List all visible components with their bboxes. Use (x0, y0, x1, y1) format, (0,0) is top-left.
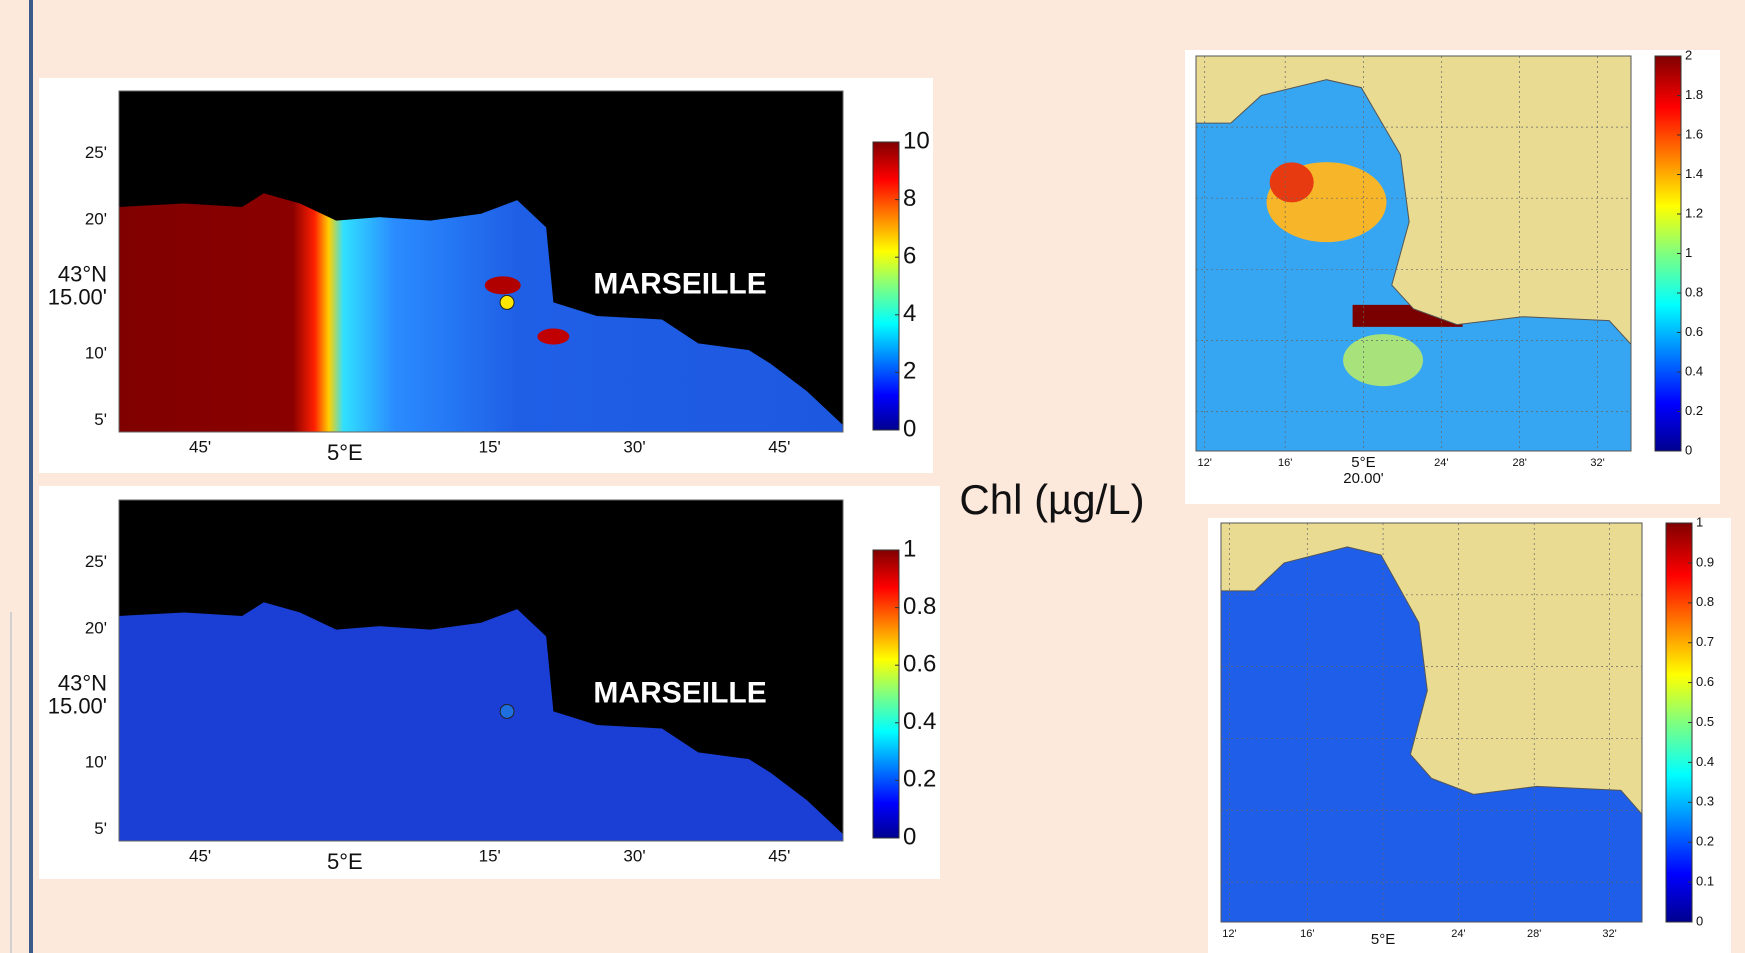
colorbar-tick-label: 0.6 (903, 651, 936, 678)
x-tick-label: 28' (1512, 457, 1526, 469)
colorbar-tick-label: 0.2 (1696, 834, 1714, 849)
colorbar-tick-label: 0.6 (1696, 674, 1714, 689)
station (499, 294, 515, 310)
colorbar-tick-label: 6 (903, 243, 916, 270)
y-tick-label: 25' (85, 143, 107, 162)
colorbar (1665, 522, 1693, 923)
x-tick-label: 12' (1222, 928, 1236, 940)
land (1195, 55, 1632, 346)
x-tick-label: 24' (1434, 457, 1448, 469)
x-tick-label: 32' (1602, 928, 1616, 940)
colorbar-tick-label: 0.4 (1685, 363, 1703, 378)
colorbar-tick-label: 0 (1685, 442, 1692, 457)
colorbar-tick-label: 0.3 (1696, 794, 1714, 809)
chl-patch (1343, 334, 1424, 387)
colorbar-tick-label: 8 (903, 185, 916, 212)
y-tick-label: 20' (85, 210, 107, 229)
colorbar-tick-label: 1 (1685, 245, 1692, 260)
colorbar-tick-label: 0 (903, 415, 916, 442)
colorbar-tick-label: 2 (1685, 47, 1692, 62)
y-tick-label: 43°N (58, 670, 107, 695)
chl-patch (484, 276, 521, 295)
x-tick-label: 15' (479, 437, 501, 456)
colorbar-tick-label: 0.2 (903, 766, 936, 793)
x-tick-label: 16' (1300, 928, 1314, 940)
colorbar-tick-label: 0.6 (1685, 324, 1703, 339)
colorbar-tick-label: 0.9 (1696, 554, 1714, 569)
y-tick-label: 5' (94, 819, 107, 838)
x-tick-label: 5°E (327, 849, 363, 874)
colorbar-tick-label: 1 (903, 535, 916, 562)
colorbar-tick-label: 1.4 (1685, 166, 1703, 181)
colorbar-tick-label: 0.4 (1696, 754, 1714, 769)
colorbar-tick-label: 1.6 (1685, 126, 1703, 141)
colorbar-tick-label: 1.8 (1685, 87, 1703, 102)
x-tick-label: 45' (189, 437, 211, 456)
x-tick-label: 5°E (1371, 931, 1395, 948)
x-tick-label: 12' (1198, 457, 1212, 469)
y-tick-label: 5' (94, 410, 107, 429)
colorbar-tick-label: 0.8 (1685, 284, 1703, 299)
y-tick-label: 10' (85, 343, 107, 362)
x-tick-label: 28' (1527, 928, 1541, 940)
y-tick-label: 15.00' (48, 284, 107, 309)
colorbar-tick-label: 0.8 (1696, 594, 1714, 609)
x-tick-label: 20.00' (1343, 470, 1384, 487)
y-tick-label: 20' (85, 619, 107, 638)
x-tick-label: 30' (623, 846, 645, 865)
colorbar-tick-label: 0.8 (903, 593, 936, 620)
colorbar-tick-label: 1 (1696, 514, 1703, 529)
colorbar-tick-label: 0.5 (1696, 714, 1714, 729)
x-tick-label: 45' (768, 846, 790, 865)
x-tick-label: 5°E (327, 440, 363, 465)
unit-caption: Chl (µg/L) (959, 476, 1144, 523)
chl-patch (1269, 162, 1314, 203)
place-label: MARSEILLE (593, 676, 766, 709)
x-tick-label: 16' (1278, 457, 1292, 469)
map-frame (118, 499, 844, 842)
map-frame (118, 90, 844, 433)
station (499, 703, 515, 719)
x-tick-label: 32' (1590, 457, 1604, 469)
map-frame (1195, 55, 1632, 452)
x-tick-label: 24' (1451, 928, 1465, 940)
colorbar-tick-label: 0.1 (1696, 874, 1714, 889)
x-tick-label: 45' (768, 437, 790, 456)
sea (119, 602, 843, 841)
colorbar-tick-label: 2 (903, 358, 916, 385)
colorbar-tick-label: 0.4 (903, 708, 936, 735)
y-tick-label: 10' (85, 752, 107, 771)
x-tick-label: 5°E (1351, 454, 1375, 471)
x-tick-label: 15' (479, 846, 501, 865)
sea (119, 193, 843, 432)
colorbar-tick-label: 0 (903, 823, 916, 850)
x-tick-label: 30' (623, 437, 645, 456)
colorbar (872, 549, 900, 839)
y-tick-label: 25' (85, 552, 107, 571)
chl-patch (537, 328, 570, 345)
x-tick-label: 45' (189, 846, 211, 865)
colorbar-tick-label: 0 (1696, 913, 1703, 928)
map-frame (1220, 522, 1643, 923)
y-tick-label: 15.00' (48, 693, 107, 718)
colorbar-tick-label: 10 (903, 127, 930, 154)
colorbar-tick-label: 1.2 (1685, 205, 1703, 220)
y-tick-label: 43°N (58, 261, 107, 286)
place-label: MARSEILLE (593, 267, 766, 300)
colorbar-tick-label: 0.7 (1696, 634, 1714, 649)
colorbar-tick-label: 0.2 (1685, 403, 1703, 418)
colorbar (872, 141, 900, 431)
land (1220, 522, 1643, 816)
colorbar-tick-label: 4 (903, 300, 916, 327)
